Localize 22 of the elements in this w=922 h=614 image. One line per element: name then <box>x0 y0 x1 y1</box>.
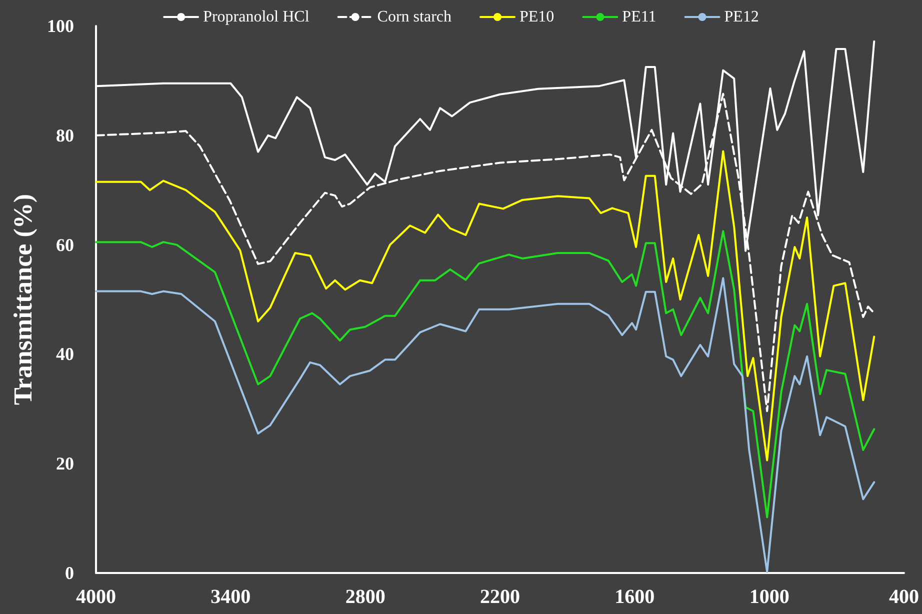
x-tick-label: 3400 <box>210 586 251 608</box>
x-tick-label: 4000 <box>76 586 116 608</box>
y-tick-label: 40 <box>56 344 74 364</box>
legend-label: PE10 <box>520 8 554 26</box>
y-tick-label: 20 <box>56 454 74 474</box>
x-tick-label: 2800 <box>345 586 386 608</box>
line-series <box>95 150 876 462</box>
y-axis-title: Transmittance (%) <box>8 194 38 406</box>
x-tick-label: 400 <box>889 586 919 608</box>
legend-label: PE11 <box>622 8 656 26</box>
y-tick-label: 100 <box>47 16 74 36</box>
x-tick-label: 2200 <box>480 586 520 608</box>
line-series <box>95 230 876 518</box>
legend-label: Corn starch <box>377 8 452 26</box>
y-tick-label: 80 <box>56 125 74 146</box>
x-tick-label: 1000 <box>749 586 790 608</box>
legend-label: Propranolol HCl <box>203 8 310 26</box>
line-series <box>95 277 876 573</box>
x-tick-label: 1600 <box>614 586 655 608</box>
y-tick-label: 0 <box>65 563 74 583</box>
legend-label: PE12 <box>724 8 759 26</box>
y-tick-label: 60 <box>56 234 74 255</box>
